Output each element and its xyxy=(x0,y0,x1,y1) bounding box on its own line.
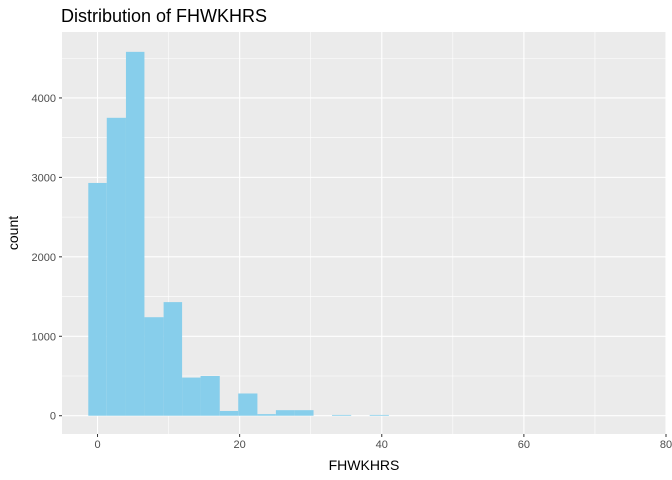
y-tick-label: 3000 xyxy=(32,172,56,184)
histogram-bar xyxy=(144,317,164,416)
x-tick-label: 60 xyxy=(518,439,530,451)
histogram-bar xyxy=(88,182,107,416)
x-axis-title: FHWKHRS xyxy=(329,457,400,473)
histogram-bars xyxy=(88,51,389,416)
chart-title: Distribution of FHWKHRS xyxy=(61,6,267,26)
x-tick-label: 20 xyxy=(234,439,246,451)
y-axis-title: count xyxy=(5,216,21,250)
y-tick-label: 0 xyxy=(50,411,56,423)
y-tick-label: 2000 xyxy=(32,252,56,264)
x-tick-label: 80 xyxy=(660,439,672,451)
x-tick-label: 40 xyxy=(376,439,388,451)
histogram-bar xyxy=(163,302,183,416)
histogram-bar xyxy=(238,393,258,416)
y-tick-label: 1000 xyxy=(32,331,56,343)
histogram-bar xyxy=(332,414,352,416)
x-axis-ticks: 0 20 40 60 80 xyxy=(94,434,672,451)
histogram-bar xyxy=(219,410,239,416)
x-tick-label: 0 xyxy=(94,439,100,451)
histogram-bar xyxy=(275,410,295,416)
minor-gridlines xyxy=(62,32,666,434)
y-tick-label: 4000 xyxy=(32,93,56,105)
histogram-bar xyxy=(257,414,276,416)
histogram-bar xyxy=(125,51,145,416)
histogram-bar xyxy=(106,117,126,416)
histogram-bar xyxy=(200,376,220,416)
histogram-bar xyxy=(182,377,201,416)
histogram-bar xyxy=(369,414,389,416)
histogram-bar xyxy=(294,410,314,416)
y-axis-ticks: 0 1000 2000 3000 4000 xyxy=(32,93,62,423)
